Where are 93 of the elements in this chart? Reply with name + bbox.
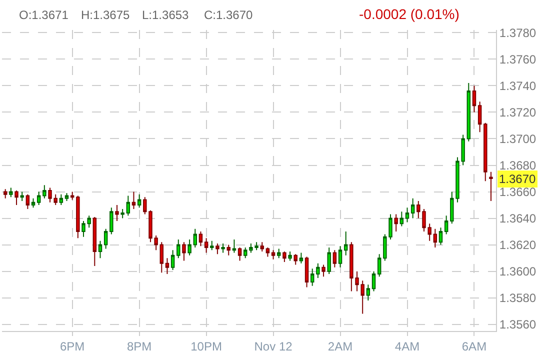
candlestick bbox=[310, 268, 314, 286]
text: O:1.3671 bbox=[19, 8, 69, 22]
candlestick bbox=[198, 231, 203, 247]
candlestick bbox=[260, 242, 264, 252]
y-tick-label: 1.3640 bbox=[499, 211, 536, 226]
x-tick-label: 4AM bbox=[394, 339, 420, 354]
y-tick-label: 1.3760 bbox=[499, 52, 536, 66]
y-tick-label: 1.3740 bbox=[499, 78, 536, 93]
candlestick bbox=[226, 244, 230, 256]
y-tick-label: 1.3600 bbox=[499, 264, 536, 279]
candlestick bbox=[20, 191, 24, 202]
candlestick bbox=[98, 240, 102, 259]
y-tick-label: 1.3700 bbox=[499, 132, 536, 146]
candlestick bbox=[3, 188, 8, 199]
candlestick bbox=[31, 198, 36, 208]
candlestick bbox=[64, 192, 69, 202]
candlestick bbox=[484, 122, 488, 182]
candlestick bbox=[410, 198, 415, 219]
candlestick bbox=[76, 195, 80, 239]
candlestick bbox=[288, 250, 292, 262]
candlestick bbox=[120, 208, 124, 219]
candlestick bbox=[176, 239, 180, 259]
candlestick bbox=[137, 194, 142, 208]
candlestick bbox=[299, 252, 304, 264]
candlestick bbox=[372, 270, 376, 292]
candlestick bbox=[271, 250, 276, 260]
candlestick bbox=[182, 242, 186, 262]
x-tick-label: 8PM bbox=[126, 339, 152, 354]
candlestick bbox=[327, 246, 331, 274]
y-tick-label: 1.3560 bbox=[499, 318, 536, 332]
candlestick bbox=[316, 262, 320, 278]
candlestick bbox=[478, 101, 482, 133]
candlestick bbox=[160, 242, 164, 274]
candlestick bbox=[104, 228, 108, 250]
candlestick bbox=[244, 246, 248, 259]
candlestick bbox=[59, 194, 64, 206]
candlestick bbox=[221, 242, 225, 254]
candlestick bbox=[304, 256, 309, 288]
candlestick bbox=[36, 191, 41, 206]
candlestick bbox=[115, 204, 119, 222]
candlestick bbox=[92, 216, 97, 267]
annotation: 1.3670 bbox=[499, 172, 536, 186]
x-tick-label: 10PM bbox=[190, 339, 222, 354]
candlestick bbox=[438, 227, 443, 246]
y-tick-label: 1.3680 bbox=[499, 158, 536, 172]
candlestick bbox=[238, 246, 242, 262]
candlestick bbox=[188, 239, 192, 256]
text: L:1.3653 bbox=[142, 8, 190, 22]
candlestick bbox=[126, 195, 130, 216]
candlestick bbox=[344, 231, 348, 256]
candlestick bbox=[210, 240, 214, 251]
candlestick bbox=[400, 211, 404, 227]
candlestick bbox=[70, 191, 74, 200]
candlestick bbox=[444, 215, 448, 235]
candlestick bbox=[216, 242, 220, 255]
candlestick bbox=[132, 191, 136, 210]
candlestick bbox=[110, 207, 114, 235]
candlestick bbox=[405, 207, 410, 223]
candlestick bbox=[42, 184, 46, 199]
candlestick bbox=[14, 190, 18, 206]
candlestick bbox=[277, 248, 281, 259]
candlestick bbox=[366, 284, 370, 301]
candlestick bbox=[282, 250, 286, 263]
candlestick bbox=[266, 246, 270, 258]
candlestick bbox=[394, 214, 398, 232]
candlestick bbox=[332, 250, 337, 268]
text: C:1.3670 bbox=[204, 8, 254, 22]
candlestick bbox=[322, 264, 326, 278]
candlestick bbox=[232, 239, 236, 254]
x-tick-label: 6AM bbox=[462, 339, 487, 354]
candlestick bbox=[433, 228, 438, 248]
candlestick bbox=[204, 238, 208, 254]
candlestick bbox=[466, 82, 471, 142]
candlestick bbox=[294, 254, 298, 266]
candlestick bbox=[338, 246, 342, 268]
candlestick bbox=[472, 85, 476, 113]
x-tick-label: 2AM bbox=[328, 339, 353, 354]
candlestick bbox=[170, 250, 175, 270]
candlestick bbox=[377, 254, 382, 278]
candlestick bbox=[165, 258, 170, 274]
candlestick bbox=[26, 194, 30, 210]
y-tick-label: 1.3780 bbox=[499, 26, 536, 40]
text: H:1.3675 bbox=[81, 8, 130, 22]
x-tick-label: 6PM bbox=[60, 339, 85, 354]
text: -0.0002 (0.01%) bbox=[359, 6, 460, 22]
candlestick bbox=[9, 187, 13, 198]
y-tick-label: 1.3660 bbox=[499, 184, 536, 199]
y-tick-label: 1.3580 bbox=[499, 291, 536, 306]
y-tick-label: 1.3620 bbox=[499, 238, 536, 252]
candlestick bbox=[193, 228, 197, 248]
y-tick-label: 1.3720 bbox=[499, 105, 536, 120]
x-tick-label: Nov 12 bbox=[254, 339, 293, 354]
candlestick bbox=[489, 171, 493, 202]
